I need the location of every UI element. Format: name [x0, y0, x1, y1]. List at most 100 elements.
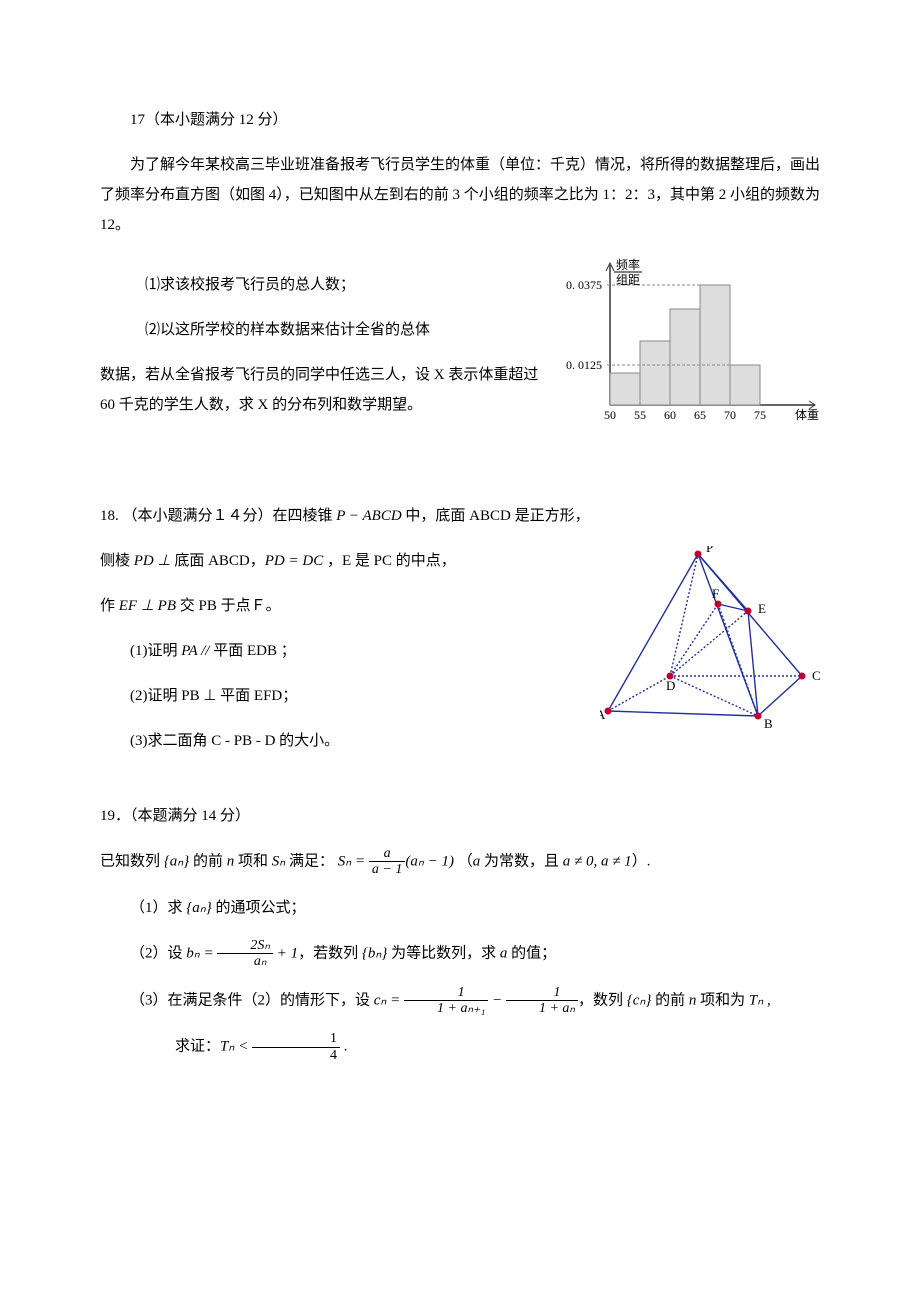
- q18-header-pre: 18. （本小题满分１４分）在四棱锥: [100, 508, 336, 524]
- question-17: 17（本小题满分 12 分） 为了解今年某校高三毕业班准备报考飞行员学生的体重（…: [100, 105, 820, 456]
- q19-line1: 已知数列 {aₙ} 的前 n 项和 Sₙ 满足： Sₙ = aa − 1(aₙ …: [100, 846, 820, 878]
- q19-cn-den2: 1 + aₙ: [506, 1001, 578, 1016]
- q18-line3: 作 EF ⊥ PB 交 PB 于点Ｆ。: [100, 591, 600, 621]
- pyramid-svg: PABCDEF: [600, 546, 820, 736]
- q19-cn-den1: 1 + aₙ₊₁: [404, 1001, 488, 1016]
- svg-text:F: F: [712, 586, 719, 601]
- q19-s2-mid: ，若数列: [298, 945, 362, 961]
- q19-tn-frac: 14: [252, 1031, 340, 1063]
- q19-cn-num1: 1: [404, 985, 488, 1001]
- q19-Tn: Tₙ: [749, 992, 763, 1008]
- svg-text:B: B: [764, 716, 773, 731]
- q19-s1-an: {aₙ}: [186, 900, 211, 916]
- q19-header: 19．（本题满分 14 分）: [100, 801, 820, 831]
- q19-tn-l: Tₙ <: [220, 1039, 252, 1055]
- q17-figure: 0. 03750. 0125505560657075频率组距体重: [540, 255, 820, 456]
- q18-sub2: (2)证明 PB ⊥ 平面 EFD；: [100, 681, 600, 711]
- q17-body-row: ⑴求该校报考飞行员的总人数； ⑵以这所学校的样本数据来估计全省的总体 数据，若从…: [100, 255, 820, 456]
- q19-bn-den: aₙ: [217, 954, 273, 969]
- q19-s3-pre: （3）在满足条件（2）的情形下，设: [130, 992, 374, 1008]
- q19-bn-frac: 2Sₙaₙ: [217, 938, 273, 970]
- q19-sub1: （1）求 {aₙ} 的通项公式；: [100, 893, 820, 923]
- q19-l1-mid1: 的前: [189, 853, 227, 869]
- q19-bn-lhs: bₙ =: [186, 945, 217, 961]
- q18-header: 18. （本小题满分１４分）在四棱锥 P − ABCD 中，底面 ABCD 是正…: [100, 501, 600, 531]
- q19-l1-mid2: 项和: [234, 853, 272, 869]
- q17-header: 17（本小题满分 12 分）: [100, 105, 820, 135]
- q19-paren-pre: （: [458, 853, 473, 869]
- q19-cn-num2: 1: [506, 985, 578, 1001]
- q18-figure: PABCDEF: [600, 546, 820, 747]
- q17-part2a: ⑵以这所学校的样本数据来估计全省的总体: [100, 315, 540, 345]
- question-18: 18. （本小题满分１４分）在四棱锥 P − ABCD 中，底面 ABCD 是正…: [100, 486, 820, 771]
- q18-header-math: P − ABCD: [336, 508, 401, 524]
- q19-seq-bn: {bₙ}: [362, 945, 387, 961]
- svg-text:组距: 组距: [616, 273, 640, 287]
- q19-paren-mid: 为常数，且: [480, 853, 563, 869]
- svg-text:D: D: [666, 678, 675, 693]
- q18-s1-post: 平面 EDB ；: [213, 643, 296, 659]
- q19-cond: a ≠ 0, a ≠ 1: [563, 853, 632, 869]
- svg-text:C: C: [812, 668, 820, 683]
- svg-text:50: 50: [604, 408, 616, 422]
- q17-part1: ⑴求该校报考飞行员的总人数；: [100, 270, 540, 300]
- q19-eq-lhs: Sₙ =: [338, 853, 369, 869]
- q18-sub3: (3)求二面角 C - PB - D 的大小。: [100, 726, 600, 756]
- q17-intro: 为了解今年某校高三毕业班准备报考飞行员学生的体重（单位：千克）情况，将所得的数据…: [100, 150, 820, 240]
- q18-s1-m: PA //: [181, 643, 213, 659]
- q19-l1-pre: 已知数列: [100, 853, 164, 869]
- q18-header-post: 中，底面 ABCD 是正方形，: [402, 508, 590, 524]
- q19-eq-den: a − 1: [369, 862, 405, 877]
- q19-eq-num: a: [369, 846, 405, 862]
- svg-text:体重: 体重: [795, 408, 819, 422]
- q17-part2b: 数据，若从全省报考飞行员的同学中任选三人，设 X 表示体重超过 60 千克的学生…: [100, 360, 540, 420]
- q19-cn-lhs: cₙ =: [374, 992, 404, 1008]
- q18-text-col: 18. （本小题满分１４分）在四棱锥 P − ABCD 中，底面 ABCD 是正…: [100, 486, 600, 771]
- svg-text:0. 0125: 0. 0125: [566, 358, 602, 372]
- q19-s3-mid: ，数列: [578, 992, 627, 1008]
- q19-s1-pre: （1）求: [130, 900, 186, 916]
- q19-sub2: （2）设 bₙ = 2Sₙaₙ + 1，若数列 {bₙ} 为等比数列，求 a 的…: [100, 938, 820, 970]
- q18-body-row: 18. （本小题满分１４分）在四棱锥 P − ABCD 中，底面 ABCD 是正…: [100, 486, 820, 771]
- q19-s3-post2: 项和为: [696, 992, 749, 1008]
- q19-cn-frac1: 11 + aₙ₊₁: [404, 985, 488, 1017]
- q18-l3-post: 交 PB 于点Ｆ。: [176, 598, 281, 614]
- svg-text:P: P: [706, 546, 713, 555]
- q19-s3-post1: 的前: [651, 992, 689, 1008]
- q18-l3-m: EF ⊥ PB: [119, 598, 176, 614]
- q19-s1-post: 的通项公式；: [212, 900, 306, 916]
- q18-l2-post: ，E 是 PC 的中点，: [323, 553, 456, 569]
- q19-s2-post1: 为等比数列，求: [387, 945, 500, 961]
- q18-line2: 侧棱 PD ⊥ 底面 ABCD，PD = DC ，E 是 PC 的中点，: [100, 546, 600, 576]
- q18-l2-pre: 侧棱: [100, 553, 134, 569]
- q18-l2-mid: 底面 ABCD，: [171, 553, 265, 569]
- svg-text:E: E: [758, 601, 766, 616]
- q19-s4-pre: 求证：: [175, 1039, 220, 1055]
- q19-seq-cn: {cₙ}: [627, 992, 652, 1008]
- q19-sub3: （3）在满足条件（2）的情形下，设 cₙ = 11 + aₙ₊₁ − 11 + …: [100, 985, 820, 1017]
- q19-cn-minus: −: [488, 992, 506, 1008]
- q19-eq-frac: aa − 1: [369, 846, 405, 878]
- histogram-svg: 0. 03750. 0125505560657075频率组距体重: [540, 255, 820, 445]
- q18-sub1: (1)证明 PA // 平面 EDB ；: [100, 636, 600, 666]
- q19-sub4: 求证：Tₙ < 14 .: [100, 1031, 820, 1063]
- svg-text:0. 0375: 0. 0375: [566, 278, 602, 292]
- q19-s3-end: ,: [763, 992, 771, 1008]
- q18-l2-m1: PD ⊥: [134, 553, 171, 569]
- q19-bn-num: 2Sₙ: [217, 938, 273, 954]
- q19-Sn: Sₙ: [272, 853, 285, 869]
- q18-s1-pre: (1)证明: [130, 643, 181, 659]
- q19-seq-an: {aₙ}: [164, 853, 189, 869]
- q19-tn-num: 1: [252, 1031, 340, 1047]
- svg-text:频率: 频率: [616, 257, 640, 272]
- svg-text:65: 65: [694, 408, 706, 422]
- svg-text:70: 70: [724, 408, 736, 422]
- q19-l1-mid3: 满足：: [285, 853, 334, 869]
- q17-text-col: ⑴求该校报考飞行员的总人数； ⑵以这所学校的样本数据来估计全省的总体 数据，若从…: [100, 255, 540, 435]
- q19-paren-post: ）.: [632, 853, 651, 869]
- q18-l2-m2: PD = DC: [265, 553, 323, 569]
- q18-l3-pre: 作: [100, 598, 119, 614]
- svg-text:60: 60: [664, 408, 676, 422]
- q19-eq-rhs: (aₙ − 1): [405, 853, 454, 869]
- q19-s2-pre: （2）设: [130, 945, 186, 961]
